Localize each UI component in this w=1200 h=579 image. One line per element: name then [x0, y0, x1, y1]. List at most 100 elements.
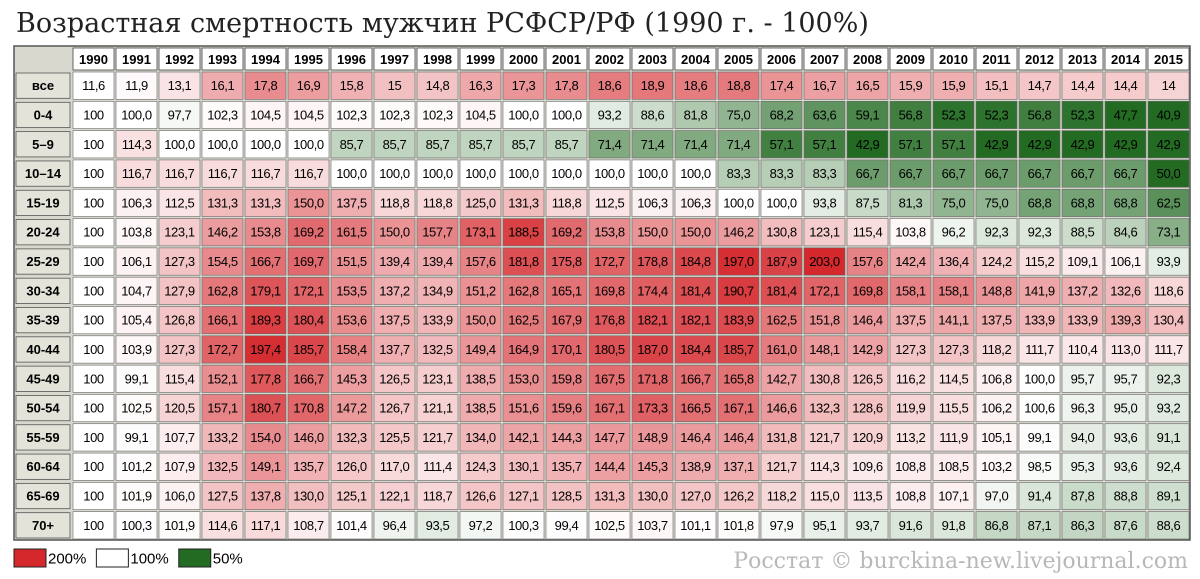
cell-value: 100,0 — [121, 107, 152, 122]
heat-cell — [932, 335, 975, 364]
cell-value: 100,0 — [766, 195, 797, 210]
heat-cell — [588, 394, 631, 423]
heat-cell — [889, 71, 932, 100]
heat-cell — [502, 511, 545, 540]
heat-cell — [932, 188, 975, 217]
heat-cell — [502, 452, 545, 481]
heat-cell — [115, 130, 158, 159]
header-cell — [244, 47, 287, 71]
heat-cell — [631, 130, 674, 159]
heat-cell — [502, 159, 545, 188]
cell-value: 99,4 — [555, 518, 579, 533]
cell-value: 151,5 — [336, 254, 367, 269]
heat-cell — [1147, 218, 1190, 247]
heat-cell — [416, 482, 459, 510]
cell-value: 146,0 — [293, 430, 324, 445]
heat-cell — [1147, 335, 1190, 364]
heat-cell — [502, 188, 545, 217]
heat-cell — [631, 423, 674, 452]
cell-value: 83,3 — [770, 166, 794, 181]
heat-cell — [1104, 276, 1147, 305]
cell-value: 179,1 — [250, 283, 281, 298]
heat-cell — [975, 306, 1018, 335]
cell-value: 81,3 — [899, 195, 923, 210]
heat-cell — [545, 71, 588, 100]
cell-value: 106,0 — [164, 489, 195, 504]
heat-cell — [674, 511, 717, 540]
column-header: 2002 — [595, 52, 624, 67]
heat-cell — [244, 101, 287, 129]
heat-cell — [1018, 482, 1061, 510]
heat-cell — [201, 335, 244, 364]
cell-value: 113,5 — [853, 489, 883, 504]
column-header: 2011 — [982, 52, 1010, 67]
cell-value: 115,2 — [1025, 254, 1055, 269]
cell-value: 66,7 — [1071, 166, 1095, 181]
cell-value: 162,5 — [766, 313, 797, 328]
cell-value: 83,3 — [813, 166, 837, 181]
cell-value: 167,5 — [594, 371, 625, 386]
heat-cell — [459, 452, 502, 481]
heat-cell — [760, 482, 803, 510]
heat-cell — [72, 511, 115, 540]
cell-value: 116,7 — [165, 166, 195, 181]
heat-cell — [932, 452, 975, 481]
heat-cell — [1061, 423, 1104, 452]
heat-cell — [975, 276, 1018, 305]
heat-cell — [545, 276, 588, 305]
heat-cell — [416, 452, 459, 481]
heat-cell — [1061, 130, 1104, 159]
heat-cell — [201, 364, 244, 393]
heat-cell — [932, 247, 975, 276]
cell-value: 159,6 — [551, 401, 582, 416]
cell-value: 131,3 — [250, 195, 281, 210]
title: Возрастная смертность мужчин РСФСР/РФ (1… — [16, 8, 869, 39]
heat-cell — [158, 71, 201, 100]
cell-value: 151,2 — [465, 283, 496, 298]
heat-cell — [330, 71, 373, 100]
cell-value: 85,7 — [555, 137, 579, 152]
heat-cell — [373, 452, 416, 481]
heat-cell — [846, 247, 889, 276]
heat-cell — [846, 71, 889, 100]
cell-value: 96,2 — [942, 225, 966, 240]
heat-cell — [760, 452, 803, 481]
cell-value: 150,0 — [379, 225, 410, 240]
cell-value: 100,0 — [293, 137, 324, 152]
cell-value: 18,6 — [598, 78, 622, 93]
cell-value: 100,0 — [164, 137, 195, 152]
cell-value: 114,3 — [810, 459, 840, 474]
heat-cell — [373, 101, 416, 129]
cell-value: 125,0 — [465, 195, 496, 210]
heat-cell — [846, 364, 889, 393]
header-cell — [287, 47, 330, 71]
cell-value: 181,4 — [766, 283, 797, 298]
cell-value: 158,1 — [938, 283, 969, 298]
heat-cell — [803, 247, 846, 276]
heat-cell — [545, 130, 588, 159]
heat-cell — [1061, 247, 1104, 276]
heat-cell — [373, 71, 416, 100]
row-label: 65-69 — [26, 489, 59, 504]
cell-value: 121,7 — [766, 459, 797, 474]
heat-cell — [158, 101, 201, 129]
cell-value: 141,9 — [1024, 283, 1055, 298]
row-label: 55-59 — [26, 430, 59, 445]
heat-cell — [416, 276, 459, 305]
cell-value: 88,6 — [641, 107, 665, 122]
cell-value: 83,3 — [727, 166, 751, 181]
heat-cell — [846, 276, 889, 305]
cell-value: 111,4 — [423, 459, 452, 474]
heat-cell — [889, 276, 932, 305]
heat-cell — [115, 335, 158, 364]
heat-cell — [201, 423, 244, 452]
heat-cell — [244, 130, 287, 159]
cell-value: 15,9 — [942, 78, 966, 93]
heat-cell — [588, 188, 631, 217]
cell-value: 91,1 — [1157, 430, 1181, 445]
row-label: 45-49 — [26, 371, 59, 386]
heat-cell — [244, 159, 287, 188]
cell-value: 56,8 — [1028, 107, 1052, 122]
header-cell — [72, 47, 115, 71]
heat-cell — [373, 394, 416, 423]
